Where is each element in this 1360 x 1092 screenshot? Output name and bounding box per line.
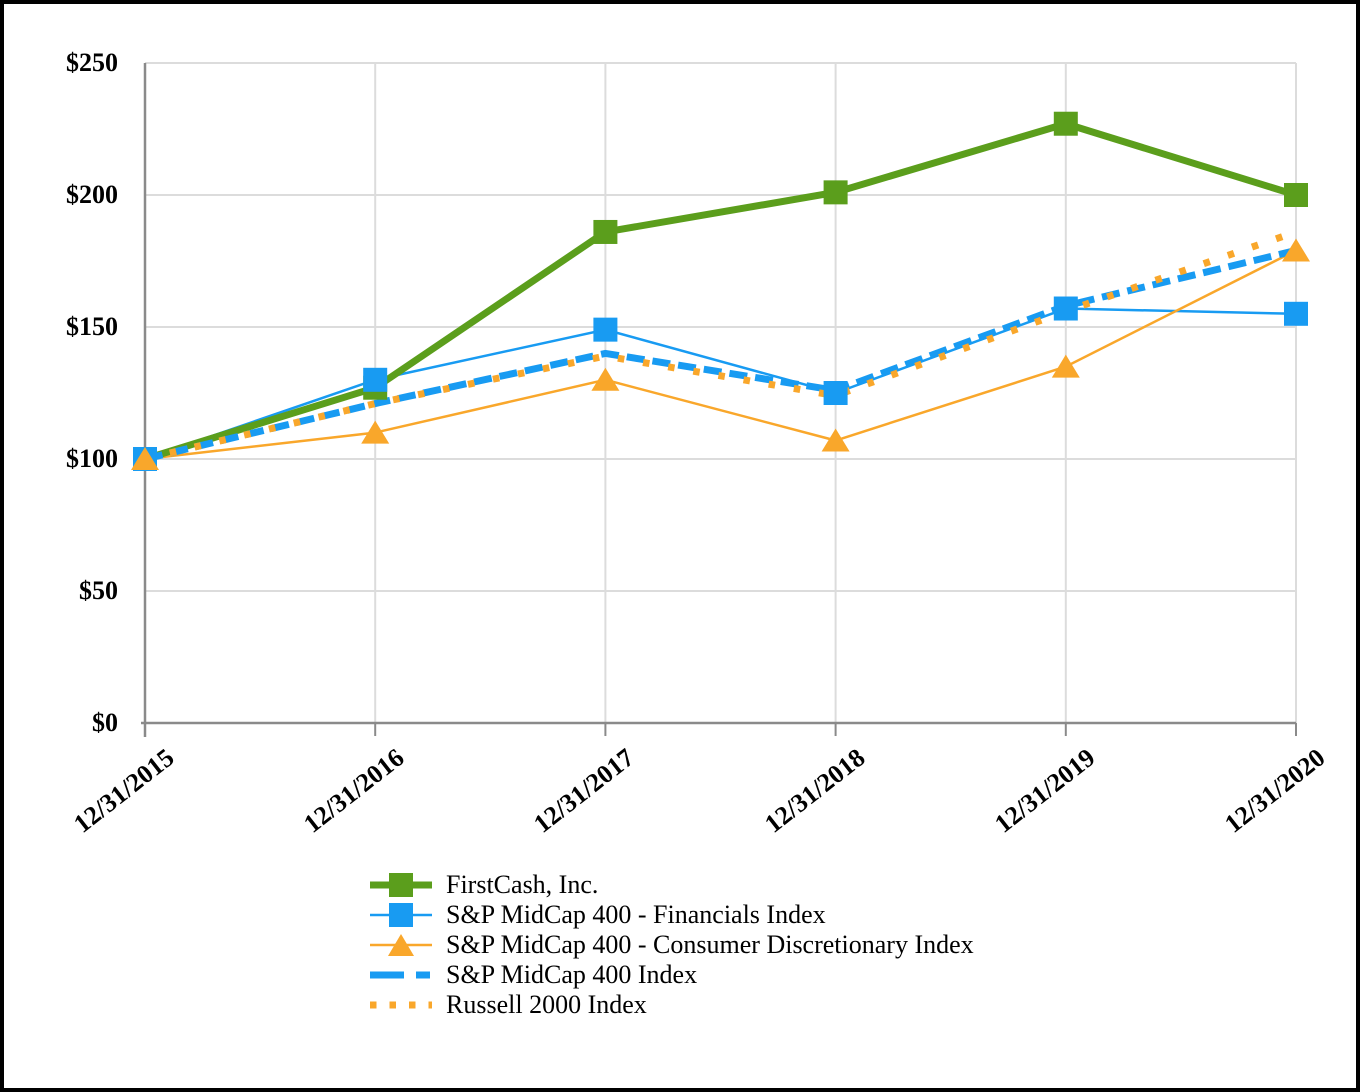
legend-label: FirstCash, Inc. bbox=[446, 870, 599, 899]
data-point-marker-square bbox=[593, 317, 618, 342]
legend-label: Russell 2000 Index bbox=[446, 990, 647, 1019]
data-point-marker-square bbox=[1053, 111, 1078, 136]
data-point-marker-triangle bbox=[1282, 238, 1310, 262]
data-point-marker-square bbox=[593, 219, 618, 244]
data-point-marker-square bbox=[823, 381, 848, 405]
data-point-marker-square bbox=[363, 367, 388, 392]
legend-sample-solid-square bbox=[370, 903, 432, 927]
legend-item: S&P MidCap 400 Index bbox=[368, 960, 974, 990]
data-point-marker-triangle bbox=[361, 420, 390, 444]
y-axis-tick-label: $0 bbox=[92, 708, 118, 737]
series-line bbox=[144, 249, 1297, 461]
legend-label: S&P MidCap 400 - Consumer Discretionary … bbox=[446, 930, 974, 959]
legend-item: FirstCash, Inc. bbox=[368, 870, 974, 900]
legend-label: S&P MidCap 400 - Financials Index bbox=[446, 900, 826, 929]
y-axis-tick-label: $50 bbox=[79, 576, 118, 605]
y-axis-tick-label: $150 bbox=[66, 312, 118, 341]
legend-item: S&P MidCap 400 - Consumer Discretionary … bbox=[368, 930, 974, 960]
data-point-marker-square bbox=[1053, 296, 1078, 321]
legend-label: S&P MidCap 400 Index bbox=[446, 960, 698, 989]
data-point-marker-triangle bbox=[591, 367, 620, 391]
y-axis-tick-label: $250 bbox=[66, 48, 118, 77]
series-line bbox=[144, 307, 1297, 461]
legend-item: S&P MidCap 400 - Financials Index bbox=[368, 900, 974, 930]
y-axis-tick-label: $100 bbox=[66, 444, 118, 473]
legend-sample-dashed bbox=[370, 971, 432, 979]
series-line bbox=[144, 228, 1298, 463]
data-point-marker-triangle bbox=[1051, 354, 1080, 378]
legend-sample-solid-square bbox=[370, 873, 432, 897]
series-line bbox=[144, 247, 1297, 463]
data-point-marker-triangle bbox=[131, 447, 159, 470]
legend-sample-dotted bbox=[370, 1001, 432, 1009]
y-axis-tick-label: $200 bbox=[66, 180, 118, 209]
legend-item: Russell 2000 Index bbox=[368, 990, 974, 1020]
legend-sample-solid-triangle bbox=[370, 934, 432, 956]
chart-legend: FirstCash, Inc. S&P MidCap 400 - Financia… bbox=[368, 870, 974, 1020]
data-point-marker-square bbox=[1284, 183, 1308, 207]
data-point-marker-square bbox=[1284, 301, 1308, 326]
series-line bbox=[143, 120, 1298, 463]
data-point-marker-square bbox=[823, 180, 848, 205]
data-point-marker-triangle bbox=[821, 428, 850, 452]
